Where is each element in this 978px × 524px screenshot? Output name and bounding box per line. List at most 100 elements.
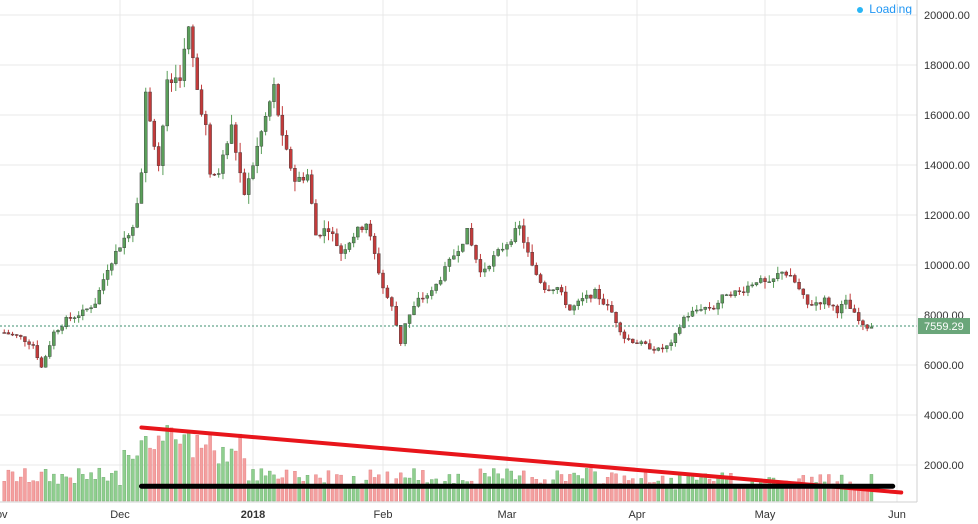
candle-body bbox=[381, 272, 385, 289]
candle-body bbox=[513, 228, 518, 242]
volume-bar bbox=[221, 446, 225, 502]
candle-body bbox=[733, 290, 737, 296]
candlesticks bbox=[2, 24, 874, 368]
candle-body bbox=[165, 79, 169, 127]
candle-body bbox=[372, 235, 377, 254]
volume-bar bbox=[452, 483, 456, 502]
last-price-label: 7559.29 bbox=[924, 321, 964, 333]
candle-body bbox=[208, 124, 212, 175]
candle-body bbox=[517, 225, 522, 229]
candle-body bbox=[97, 290, 102, 305]
candle-body bbox=[330, 231, 335, 234]
candle-body bbox=[284, 135, 289, 150]
volume-bar bbox=[39, 471, 44, 502]
candle-body bbox=[690, 310, 695, 317]
volume-bar bbox=[199, 447, 204, 502]
volume-bar bbox=[101, 477, 106, 502]
last-price-marker: 7559.29 bbox=[918, 318, 970, 335]
volume-bar bbox=[416, 480, 421, 502]
volume-bar bbox=[122, 449, 126, 502]
volume-bar bbox=[182, 434, 187, 502]
x-tick-label: May bbox=[755, 509, 776, 521]
volume-bar bbox=[118, 485, 122, 502]
candle-body bbox=[89, 307, 93, 310]
candle-body bbox=[114, 251, 118, 264]
volume-bar bbox=[242, 458, 247, 502]
volume-bar bbox=[699, 477, 703, 502]
candle-body bbox=[280, 114, 285, 136]
candle-body bbox=[707, 307, 712, 309]
y-tick-label: 4000.00 bbox=[924, 410, 964, 422]
candle-body bbox=[85, 308, 89, 311]
candle-body bbox=[469, 228, 474, 246]
candle-body bbox=[39, 357, 44, 368]
candle-body bbox=[487, 265, 491, 270]
candle-body bbox=[610, 305, 614, 313]
volume-bar bbox=[72, 483, 77, 502]
candle-body bbox=[368, 223, 373, 237]
candle-body bbox=[161, 125, 165, 166]
candle-body bbox=[669, 342, 673, 346]
candle-body bbox=[360, 226, 364, 230]
candle-body bbox=[456, 251, 460, 257]
volume-bar bbox=[652, 482, 656, 502]
x-tick-label: Jun bbox=[888, 509, 906, 521]
y-tick-label: 18000.00 bbox=[924, 60, 970, 72]
candle-body bbox=[776, 273, 780, 279]
candle-body bbox=[6, 332, 11, 335]
candle-body bbox=[660, 347, 665, 350]
candle-body bbox=[844, 299, 848, 305]
candle-body bbox=[272, 84, 276, 102]
candle-body bbox=[780, 271, 784, 274]
volume-bar bbox=[178, 443, 182, 502]
candle-body bbox=[724, 294, 729, 296]
volume-bar bbox=[513, 479, 518, 502]
candle-body bbox=[754, 282, 759, 286]
volume-bar bbox=[707, 478, 712, 502]
candle-body bbox=[195, 57, 199, 90]
volume-bar bbox=[301, 481, 306, 502]
candle-body bbox=[144, 91, 148, 173]
candle-body bbox=[788, 275, 793, 277]
volume-bar bbox=[60, 474, 64, 502]
candle-body bbox=[822, 297, 827, 305]
candle-body bbox=[686, 316, 690, 318]
candle-body bbox=[377, 253, 381, 274]
volume-bar bbox=[85, 479, 89, 502]
y-tick-label: 6000.00 bbox=[924, 360, 964, 372]
candle-body bbox=[23, 336, 27, 342]
candle-body bbox=[597, 289, 601, 300]
candle-body bbox=[339, 245, 343, 254]
volume-bar bbox=[64, 476, 68, 502]
volume-bar bbox=[148, 447, 152, 502]
candle-body bbox=[326, 228, 331, 232]
candle-body bbox=[695, 309, 699, 312]
volume-bar bbox=[394, 478, 398, 502]
candle-body bbox=[555, 287, 560, 291]
candle-body bbox=[534, 265, 539, 275]
x-tick-label: Nov bbox=[0, 509, 8, 521]
volume-bar bbox=[229, 448, 234, 502]
volume-bar bbox=[564, 481, 568, 502]
candle-body bbox=[865, 324, 869, 329]
volume-bar bbox=[631, 478, 635, 502]
candle-body bbox=[635, 342, 639, 344]
candle-body bbox=[835, 305, 840, 314]
volume-bar bbox=[626, 480, 631, 502]
candle-body bbox=[407, 314, 412, 324]
candle-body bbox=[178, 77, 182, 81]
volume-bar bbox=[771, 477, 776, 502]
volume-bar bbox=[56, 483, 60, 502]
candle-body bbox=[122, 237, 126, 248]
volume-bar bbox=[695, 479, 699, 502]
candle-body bbox=[869, 326, 874, 329]
candle-body bbox=[538, 274, 543, 283]
volume-bar bbox=[750, 478, 754, 502]
candle-body bbox=[263, 115, 268, 132]
volume-bar bbox=[360, 483, 364, 502]
candle-body bbox=[703, 307, 707, 310]
volume-bar bbox=[255, 480, 259, 502]
volume-bar bbox=[381, 483, 385, 502]
volume-bar bbox=[48, 481, 52, 502]
